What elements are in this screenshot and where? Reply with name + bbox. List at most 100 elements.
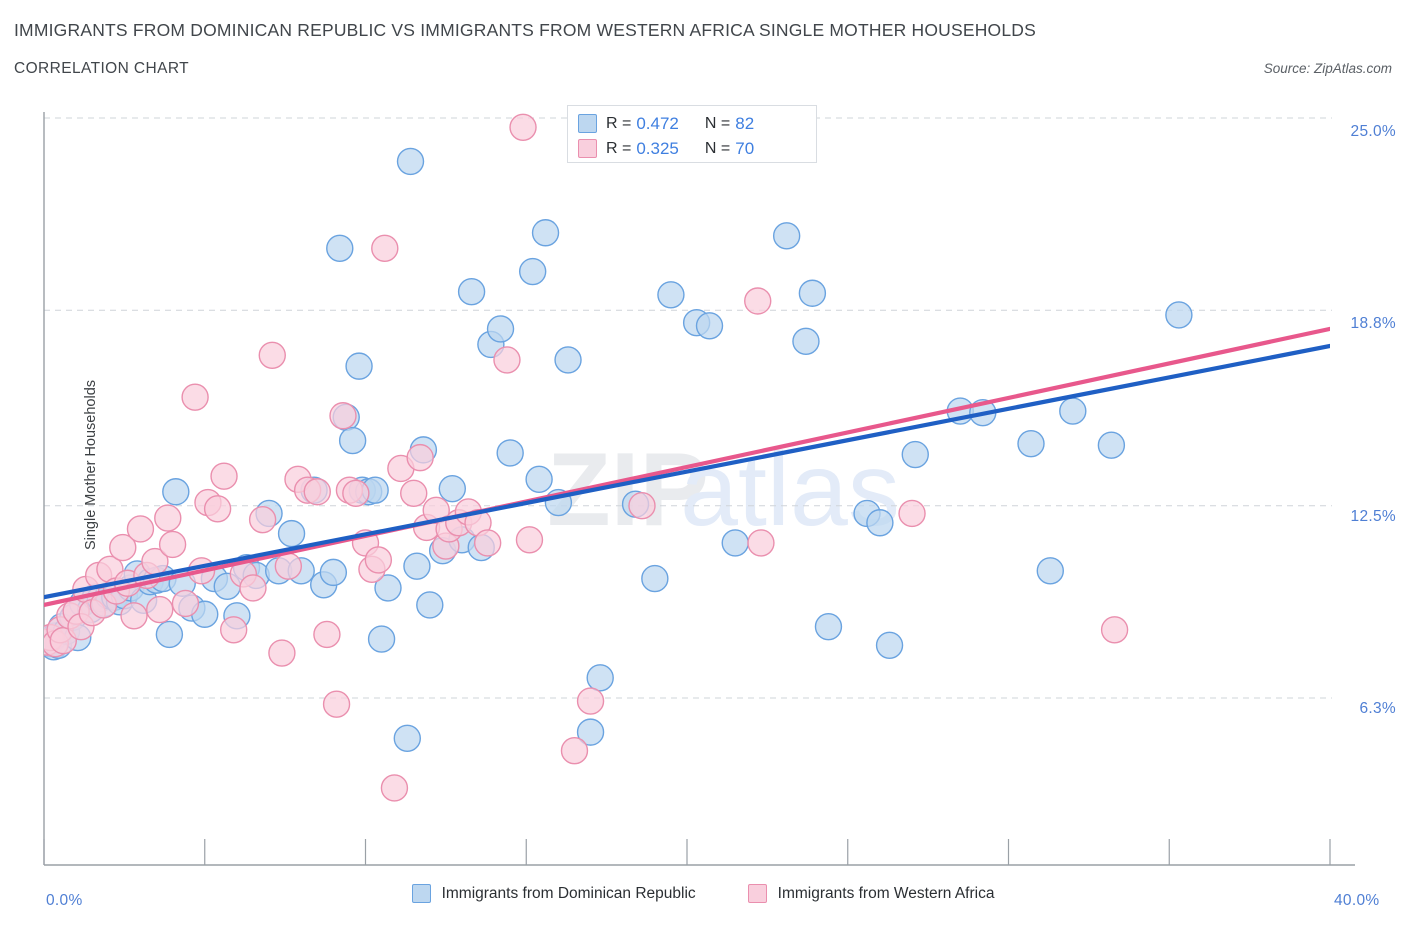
data-point xyxy=(586,664,614,692)
r-label-pink: R = xyxy=(606,139,632,157)
data-point xyxy=(268,639,296,667)
data-point xyxy=(380,774,409,802)
data-point xyxy=(374,574,402,602)
data-point xyxy=(531,219,560,247)
data-point xyxy=(371,234,399,262)
data-point xyxy=(364,546,393,574)
stats-legend: R = 0.472 N = 82 R = 0.325 N = 70 xyxy=(567,105,817,163)
data-point xyxy=(393,724,421,753)
data-point xyxy=(744,287,772,315)
legend-item-western-africa[interactable]: Immigrants from Western Africa xyxy=(747,884,995,903)
data-point xyxy=(313,620,341,649)
data-point xyxy=(496,439,524,467)
data-point xyxy=(109,533,137,562)
data-point xyxy=(515,526,544,554)
data-point xyxy=(126,515,155,543)
source-label: Source: ZipAtlas.com xyxy=(1263,61,1392,76)
n-label-pink: N = xyxy=(704,139,731,157)
data-point xyxy=(403,552,431,580)
data-point xyxy=(509,113,537,142)
data-point xyxy=(120,602,148,630)
data-point xyxy=(798,279,827,307)
x-axis-max-label: 40.0% xyxy=(1334,892,1380,909)
data-point xyxy=(695,312,724,340)
data-point xyxy=(342,479,370,507)
data-point xyxy=(473,529,502,557)
data-point xyxy=(396,147,425,176)
data-point xyxy=(158,530,187,559)
n-value-blue: 82 xyxy=(735,113,755,133)
data-point xyxy=(1036,557,1064,585)
data-point xyxy=(219,616,248,644)
data-point xyxy=(319,558,348,587)
data-point xyxy=(792,327,820,356)
data-point xyxy=(1017,429,1045,458)
data-point xyxy=(322,690,351,718)
r-value-pink: 0.325 xyxy=(636,138,679,158)
trendline xyxy=(44,326,1330,608)
data-point xyxy=(657,281,685,309)
data-point xyxy=(326,234,354,262)
legend-swatch-blue xyxy=(578,114,597,133)
data-point xyxy=(303,478,331,506)
legend-swatch-icon xyxy=(411,884,431,903)
data-point xyxy=(203,495,232,523)
y-axis-label-125: 12.5% xyxy=(1350,508,1396,525)
data-point xyxy=(181,383,209,411)
legend-label: Immigrants from Western Africa xyxy=(777,884,995,902)
data-point xyxy=(518,257,547,286)
n-label-blue: N = xyxy=(704,114,731,132)
data-point xyxy=(525,465,553,494)
data-point xyxy=(486,315,515,343)
data-point xyxy=(438,474,467,503)
data-point xyxy=(154,504,182,532)
data-point xyxy=(493,346,521,374)
y-axis-label-25: 25.0% xyxy=(1350,123,1396,140)
data-point xyxy=(1165,301,1193,329)
data-point xyxy=(772,222,801,250)
data-point xyxy=(210,462,238,490)
data-point xyxy=(875,631,904,659)
stats-legend-row: R = 0.472 N = 82 xyxy=(578,111,806,136)
trendline xyxy=(44,343,1330,600)
data-point xyxy=(1100,616,1129,644)
data-point xyxy=(248,505,277,534)
data-point xyxy=(560,737,589,765)
data-point xyxy=(721,529,749,557)
legend-swatch-icon xyxy=(747,884,767,903)
n-value-pink: 70 xyxy=(735,138,755,158)
data-point xyxy=(277,519,306,548)
data-point xyxy=(274,552,303,580)
legend-item-dominican-republic[interactable]: Immigrants from Dominican Republic xyxy=(411,884,696,903)
data-point xyxy=(239,574,267,602)
axes xyxy=(43,112,1355,866)
page-title: IMMIGRANTS FROM DOMINICAN REPUBLIC VS IM… xyxy=(14,20,1037,40)
legend-swatch-pink xyxy=(578,139,597,158)
data-point xyxy=(866,509,894,537)
data-point xyxy=(171,589,200,618)
data-point xyxy=(329,402,357,430)
data-point xyxy=(898,499,926,528)
data-point xyxy=(162,478,190,506)
data-point xyxy=(747,529,775,557)
data-point xyxy=(155,620,184,649)
data-point xyxy=(345,352,373,380)
data-point xyxy=(814,612,843,641)
data-point xyxy=(406,443,434,472)
y-axis-label-63: 6.3% xyxy=(1359,700,1396,717)
y-axis-label-188: 18.8% xyxy=(1350,315,1396,332)
data-point xyxy=(901,440,929,469)
data-point xyxy=(576,687,605,715)
r-value-blue: 0.472 xyxy=(636,113,679,133)
data-point xyxy=(400,479,428,507)
r-label-blue: R = xyxy=(606,114,632,132)
data-point xyxy=(457,277,486,306)
data-point xyxy=(554,346,582,374)
data-point xyxy=(641,564,669,593)
legend-label: Immigrants from Dominican Republic xyxy=(441,884,696,902)
data-point xyxy=(338,426,367,455)
data-point xyxy=(367,625,396,653)
page-subtitle: CORRELATION CHART xyxy=(14,60,190,77)
